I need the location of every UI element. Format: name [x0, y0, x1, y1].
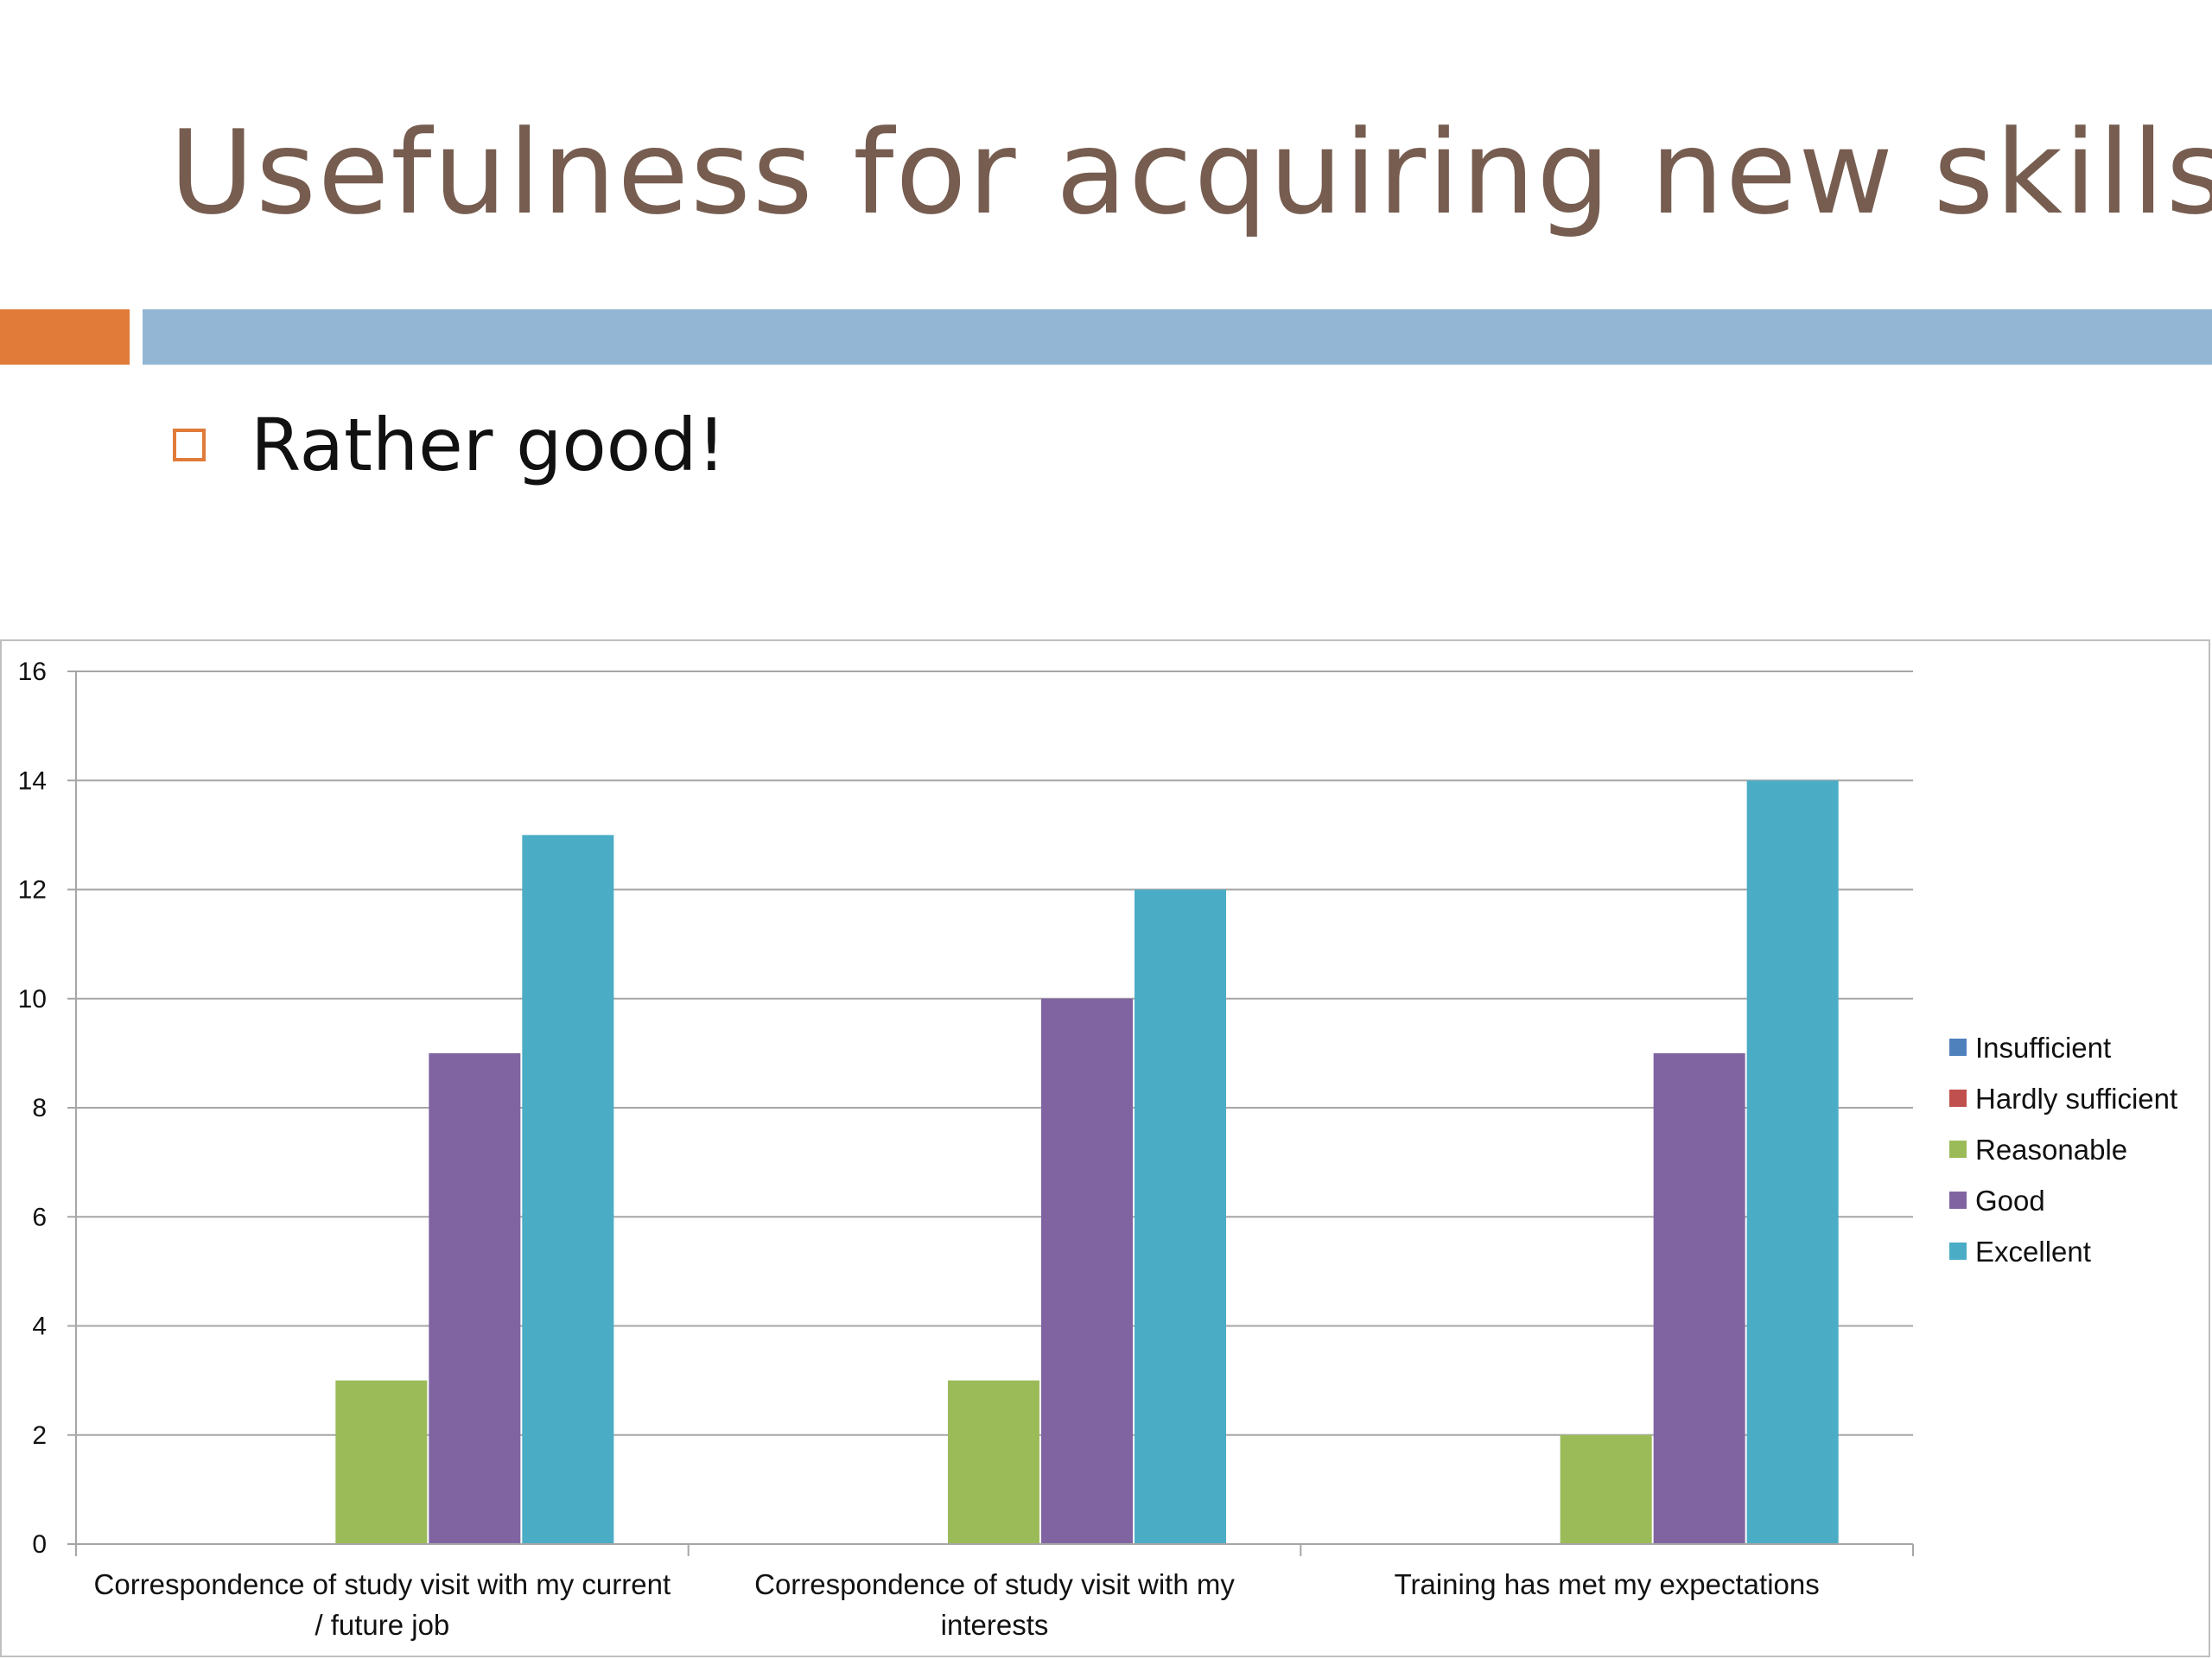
legend-label: Hardly sufficient	[1975, 1083, 2177, 1115]
y-tick-label: 12	[18, 876, 47, 905]
y-tick-label: 2	[32, 1421, 47, 1450]
bar-reasonable	[1560, 1434, 1652, 1544]
legend-label: Good	[1975, 1185, 2045, 1217]
x-category-label: Correspondence of study visit with my	[754, 1568, 1235, 1600]
bullet-item: Rather good!	[173, 397, 726, 493]
accent-bar-blue	[143, 309, 2212, 365]
legend-label: Excellent	[1975, 1236, 2091, 1268]
bullet-text: Rather good!	[251, 403, 727, 487]
accent-bar-orange	[0, 309, 130, 365]
square-bullet-icon	[173, 429, 206, 461]
slide-title: Usefulness for acquiring new skills	[169, 105, 2212, 240]
bar-reasonable	[335, 1380, 428, 1544]
legend-label: Reasonable	[1975, 1134, 2127, 1166]
y-tick-label: 14	[18, 766, 47, 795]
legend-swatch	[1949, 1141, 1967, 1158]
bar-good	[1041, 998, 1133, 1544]
y-tick-label: 16	[18, 658, 47, 686]
y-tick-label: 8	[32, 1094, 47, 1122]
bar-excellent	[522, 835, 614, 1544]
bar-excellent	[1135, 889, 1226, 1544]
x-category-label: interests	[941, 1609, 1049, 1641]
legend-swatch	[1949, 1039, 1967, 1056]
x-category-label: Correspondence of study visit with my cu…	[94, 1568, 671, 1600]
bar-good	[1653, 1052, 1745, 1544]
y-tick-label: 10	[18, 985, 47, 1014]
bar-good	[429, 1052, 521, 1544]
x-category-label: Training has met my expectations	[1395, 1568, 1820, 1600]
bar-reasonable	[948, 1380, 1039, 1544]
legend-label: Insufficient	[1975, 1032, 2111, 1064]
bar-excellent	[1746, 780, 1839, 1544]
legend-swatch	[1949, 1243, 1967, 1260]
bar-chart: 0 2 4 6 8 10 12 14 16 Correspondence of study vis…	[18, 658, 2178, 1641]
y-tick-label: 6	[32, 1203, 47, 1231]
chart-area: 0 2 4 6 8 10 12 14 16 Correspondence of study vis…	[0, 639, 2210, 1657]
legend-swatch	[1949, 1192, 1967, 1209]
y-tick-label: 0	[32, 1530, 47, 1559]
legend-swatch	[1949, 1090, 1967, 1107]
y-tick-label: 4	[32, 1313, 47, 1341]
x-category-label: / future job	[315, 1609, 449, 1641]
